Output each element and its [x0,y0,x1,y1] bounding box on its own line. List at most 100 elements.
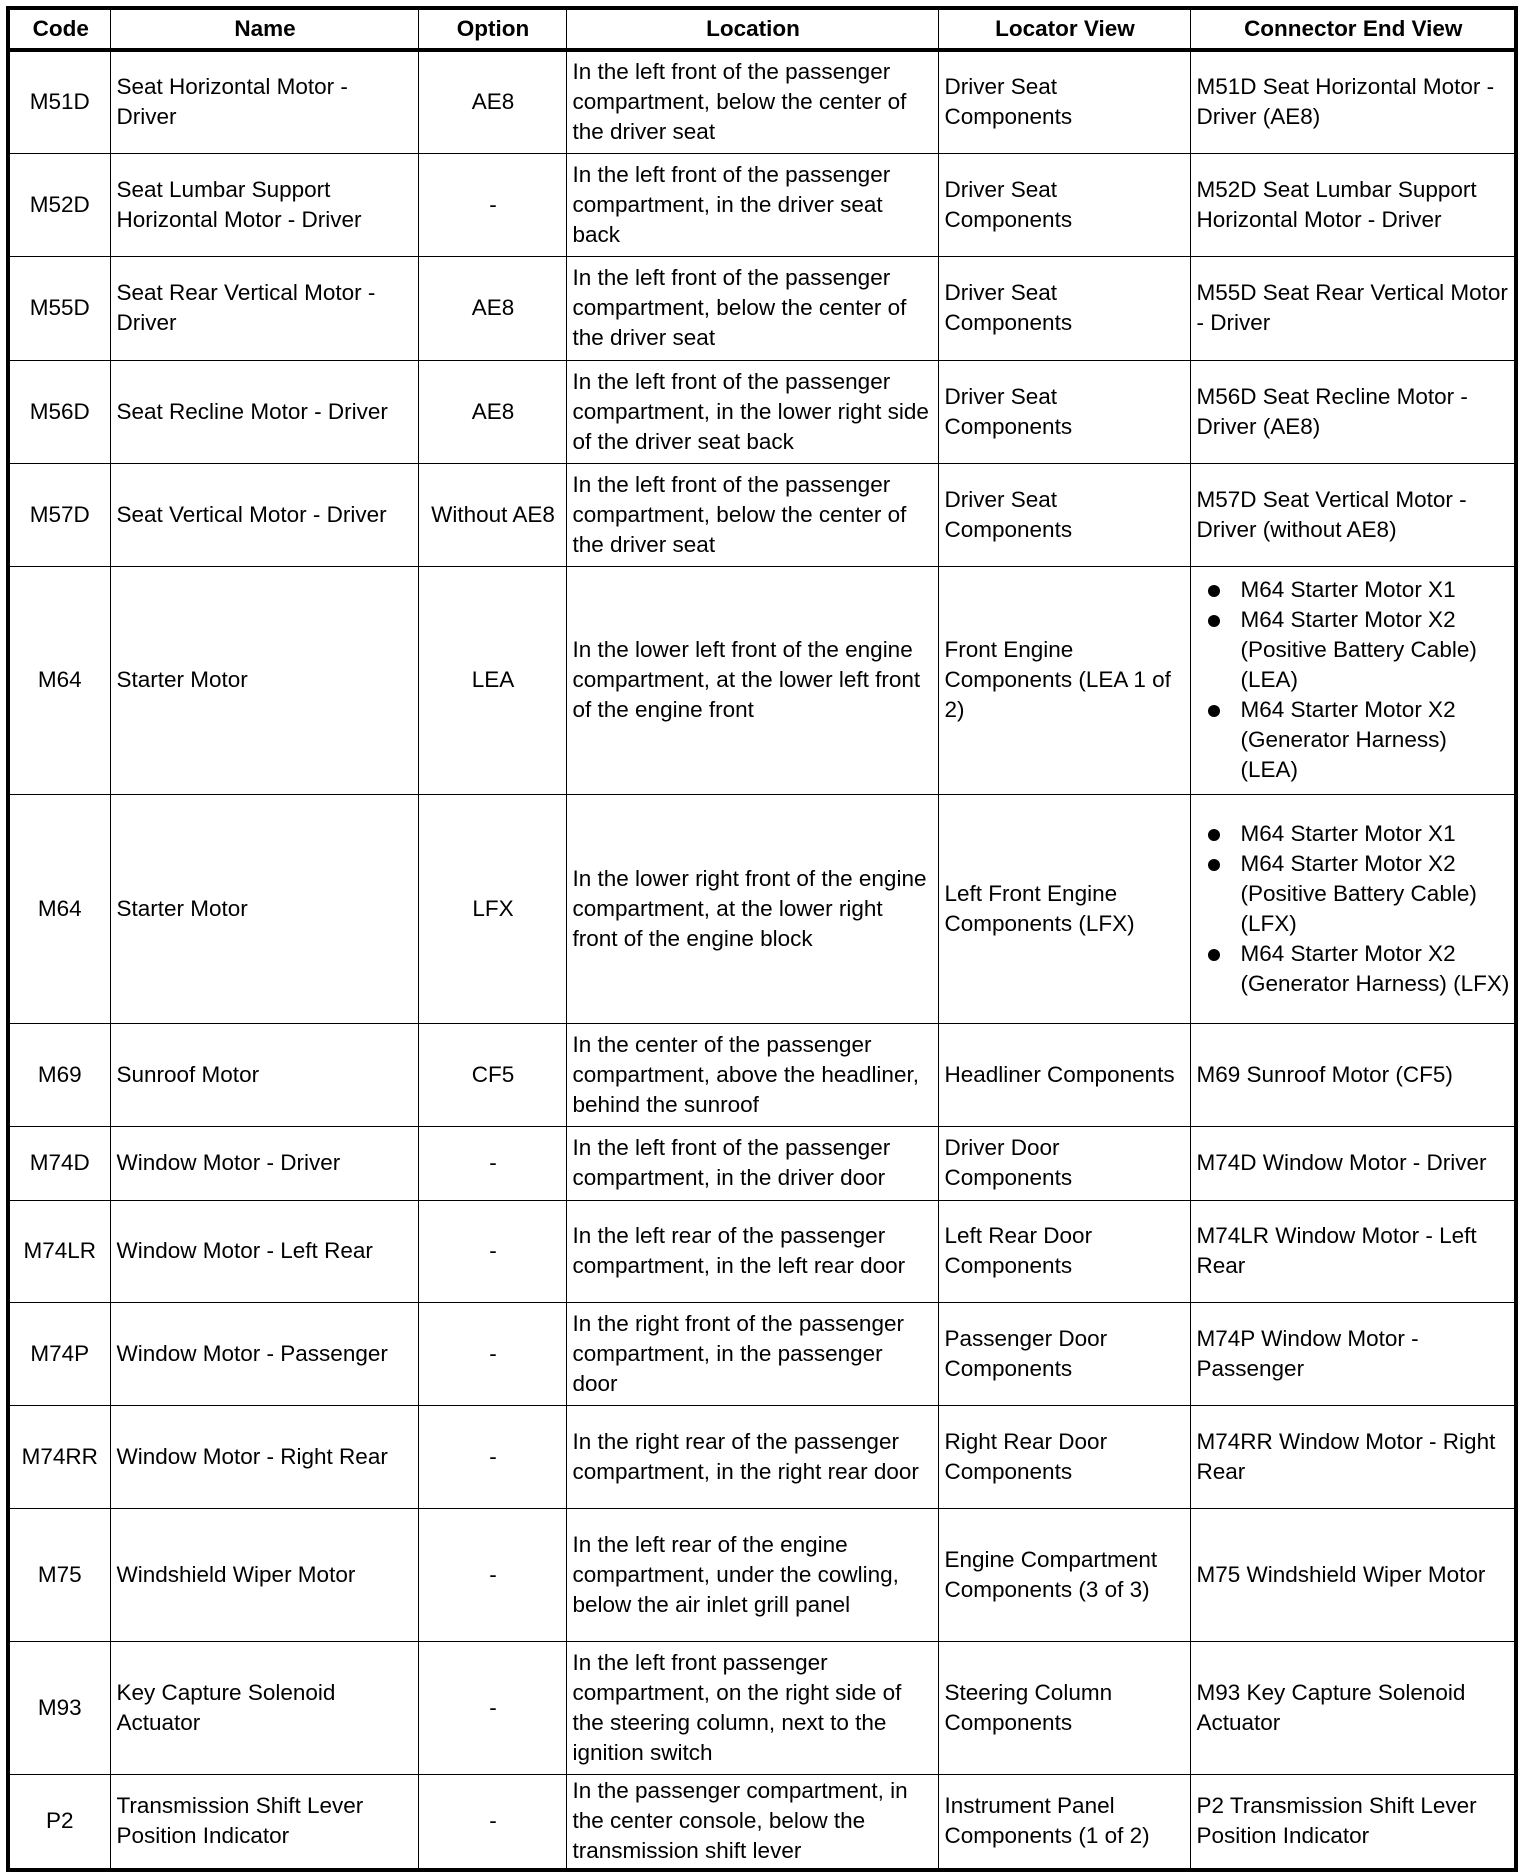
table-row: M64 Starter Motor LEA In the lower left fro… [7,565,1517,795]
table-row: M51D Seat Horizontal Motor - Driver AE8 In … [7,49,1517,154]
name-cell: Window Motor - Right Rear [109,1404,419,1509]
connector-end-view-cell: M64 Starter Motor X1 M64 Starter Motor X2… [1189,565,1517,795]
locator-view-cell: Left Front Engine Components (LFX) [937,793,1191,1024]
name-cell: Sunroof Motor [109,1022,419,1127]
code-cell: M74P [7,1301,111,1406]
table-row: M74RR Window Motor - Right Rear - In the ri… [7,1404,1517,1509]
option-cell: AE8 [417,255,567,361]
connector-end-view-cell: M55D Seat Rear Vertical Motor - Driver [1189,255,1517,361]
location-cell: In the center of the passenger compartme… [565,1022,939,1127]
option-cell: LFX [417,793,567,1024]
option-cell: Without AE8 [417,462,567,567]
location-cell: In the lower left front of the engine co… [565,565,939,795]
code-cell: M64 [7,793,111,1024]
option-cell: AE8 [417,49,567,154]
header-row: Code Name Option Location Locator View C… [7,7,1517,52]
code-cell: P2 [7,1773,111,1871]
locator-view-cell: Steering Column Components [937,1640,1191,1775]
connector-text: M74LR Window Motor - Left Rear [1196,1223,1477,1278]
option-cell: - [417,1507,567,1642]
option-cell: - [417,152,567,257]
connector-end-view-cell: P2 Transmission Shift Lever Position Ind… [1189,1773,1517,1871]
location-cell: In the left front of the passenger compa… [565,359,939,464]
table-row: M64 Starter Motor LFX In the lower right fr… [7,793,1517,1024]
option-cell: AE8 [417,359,567,464]
locator-view-cell: Headliner Components [937,1022,1191,1127]
location-cell: In the left rear of the passenger compar… [565,1199,939,1303]
table-row: M52D Seat Lumbar Support Horizontal Motor… [7,152,1517,257]
locator-view-cell: Passenger Door Components [937,1301,1191,1406]
code-cell: M74LR [7,1199,111,1303]
table-row: M55D Seat Rear Vertical Motor - Driver AE8… [7,255,1517,361]
connector-list-item: M64 Starter Motor X2 (Generator Harness)… [1207,939,1511,999]
table-row: M75 Windshield Wiper Motor - In the left re… [7,1507,1517,1642]
name-cell: Window Motor - Passenger [109,1301,419,1406]
connector-text: P2 Transmission Shift Lever Position Ind… [1196,1793,1477,1849]
name-cell: Window Motor - Left Rear [109,1199,419,1303]
connector-end-view-cell: M74LR Window Motor - Left Rear [1189,1199,1517,1303]
connector-end-view-cell: M74P Window Motor - Passenger [1189,1301,1517,1406]
name-cell: Seat Horizontal Motor - Driver [109,49,419,154]
connector-text: M52D Seat Lumbar Support Horizontal Moto… [1196,176,1477,232]
locator-view-cell: Engine Compartment Components (3 of 3) [937,1507,1191,1642]
header-connector-end-view: Connector End View [1189,7,1517,52]
connector-text: M56D Seat Recline Motor - Driver (AE8) [1196,383,1468,439]
code-cell: M57D [7,462,111,567]
option-cell: - [417,1773,567,1871]
option-cell: - [417,1125,567,1201]
connector-end-view-cell: M56D Seat Recline Motor - Driver (AE8) [1189,359,1517,464]
connector-text: M57D Seat Vertical Motor - Driver (witho… [1196,486,1467,542]
header-location: Location [565,7,939,52]
connector-text: M51D Seat Horizontal Motor - Driver (AE8… [1196,74,1495,130]
location-cell: In the left front of the passenger compa… [565,152,939,257]
name-cell: Starter Motor [109,793,419,1024]
connector-end-view-cell: M64 Starter Motor X1 M64 Starter Motor X2… [1189,793,1517,1024]
table-row: M57D Seat Vertical Motor - Driver Without … [7,462,1517,567]
option-cell: - [417,1404,567,1509]
locator-view-cell: Right Rear Door Components [937,1404,1191,1509]
name-cell: Window Motor - Driver [109,1125,419,1201]
code-cell: M74D [7,1125,111,1201]
option-cell: LEA [417,565,567,795]
location-cell: In the lower right front of the engine c… [565,793,939,1024]
location-cell: In the right front of the passenger comp… [565,1301,939,1406]
location-cell: In the left front of the passenger compa… [565,49,939,154]
code-cell: M69 [7,1022,111,1127]
connector-list: M64 Starter Motor X1 M64 Starter Motor X2… [1197,575,1511,785]
location-cell: In the passenger compartment, in the cen… [565,1773,939,1871]
locator-view-cell: Front Engine Components (LEA 1 of 2) [937,565,1191,795]
table-row: P2 Transmission Shift Lever Position Indi… [7,1773,1517,1871]
code-cell: M64 [7,565,111,795]
header-option: Option [417,7,567,52]
table-row: M74D Window Motor - Driver - In the left fr… [7,1125,1517,1201]
code-cell: M74RR [7,1404,111,1509]
name-cell: Seat Vertical Motor - Driver [109,462,419,567]
connector-text: M74P Window Motor - Passenger [1196,1325,1419,1381]
locator-view-cell: Driver Seat Components [937,255,1191,361]
table-row: M74P Window Motor - Passenger - In the righ… [7,1301,1517,1406]
header-name: Name [109,7,419,52]
locator-view-cell: Driver Seat Components [937,152,1191,257]
connector-text: M75 Windshield Wiper Motor [1196,1561,1486,1587]
option-cell: CF5 [417,1022,567,1127]
locator-view-cell: Driver Seat Components [937,462,1191,567]
locator-view-cell: Driver Seat Components [937,49,1191,154]
code-cell: M55D [7,255,111,361]
table-row: M74LR Window Motor - Left Rear - In the lef… [7,1199,1517,1303]
connector-end-view-cell: M93 Key Capture Solenoid Actuator [1189,1640,1517,1775]
table-row: M69 Sunroof Motor CF5 In the center of the … [7,1022,1517,1127]
locator-view-cell: Instrument Panel Components (1 of 2) [937,1773,1191,1871]
connector-end-view-cell: M51D Seat Horizontal Motor - Driver (AE8… [1189,49,1517,154]
location-cell: In the left front passenger compartment,… [565,1640,939,1775]
connector-text: M74D Window Motor - Driver [1196,1150,1487,1175]
name-cell: Seat Recline Motor - Driver [109,359,419,464]
name-cell: Transmission Shift Lever Position Indica… [109,1773,419,1871]
table-row: M93 Key Capture Solenoid Actuator - In the … [7,1640,1517,1775]
connector-end-view-cell: M75 Windshield Wiper Motor [1189,1507,1517,1642]
connector-list-item: M64 Starter Motor X1 [1207,575,1511,605]
locator-view-cell: Left Rear Door Components [937,1199,1191,1303]
table-row: M56D Seat Recline Motor - Driver AE8 In the… [7,359,1517,464]
header-code: Code [7,7,111,52]
name-cell: Seat Lumbar Support Horizontal Motor - D… [109,152,419,257]
name-cell: Starter Motor [109,565,419,795]
